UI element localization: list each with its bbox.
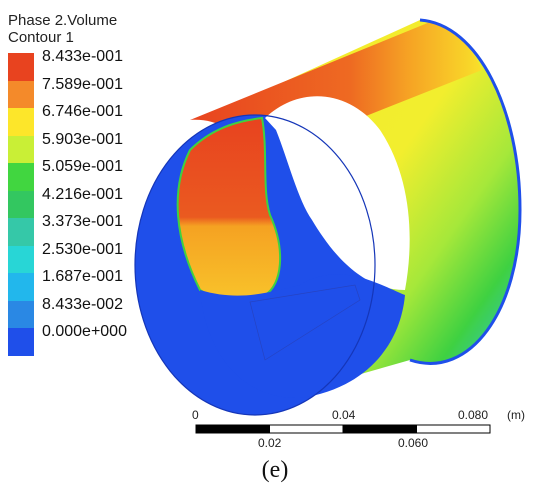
legend-label: 1.687e-001 bbox=[42, 268, 123, 285]
scale-bar bbox=[195, 424, 491, 434]
scale-tick-0080: 0.080 bbox=[458, 408, 489, 422]
right-rim bbox=[409, 18, 522, 365]
legend-swatch bbox=[8, 273, 34, 301]
scale-tick-0: 0 bbox=[192, 408, 199, 422]
legend-swatch bbox=[8, 80, 34, 108]
legend-label: 8.433e-002 bbox=[42, 295, 123, 313]
color-legend bbox=[8, 53, 34, 356]
legend-swatch bbox=[8, 53, 34, 81]
legend-swatch bbox=[8, 328, 34, 356]
legend-label: 5.903e-001 bbox=[42, 130, 123, 148]
legend-label: 2.530e-001 bbox=[42, 240, 123, 258]
legend-swatch bbox=[8, 245, 34, 273]
scale-unit: (m) bbox=[507, 408, 525, 422]
legend-label: 3.373e-001 bbox=[42, 213, 123, 230]
legend-label: 5.059e-001 bbox=[42, 158, 123, 175]
legend-swatch bbox=[8, 218, 34, 246]
front-rim bbox=[134, 114, 376, 416]
legend-label: 4.216e-001 bbox=[42, 185, 123, 203]
legend-swatch bbox=[8, 190, 34, 218]
inner-outline bbox=[249, 284, 361, 361]
scale-tick-0060: 0.060 bbox=[398, 436, 429, 450]
scale-tick-004: 0.04 bbox=[332, 408, 356, 422]
scale-tick-002: 0.02 bbox=[258, 436, 282, 450]
legend-swatch bbox=[8, 163, 34, 191]
legend-swatch bbox=[8, 108, 34, 136]
legend-title: Phase 2.Volume bbox=[8, 12, 118, 29]
legend-swatch bbox=[8, 135, 34, 163]
legend-subtitle: Contour 1 bbox=[8, 29, 74, 46]
legend-swatch bbox=[8, 300, 34, 328]
legend-label: 0.000e+000 bbox=[42, 323, 127, 340]
figure-caption: (e) bbox=[261, 457, 289, 483]
inner-patch bbox=[176, 116, 282, 300]
legend-label: 7.589e-001 bbox=[42, 75, 123, 93]
legend-label: 6.746e-001 bbox=[42, 103, 123, 120]
legend-label: 8.433e-001 bbox=[42, 48, 123, 65]
